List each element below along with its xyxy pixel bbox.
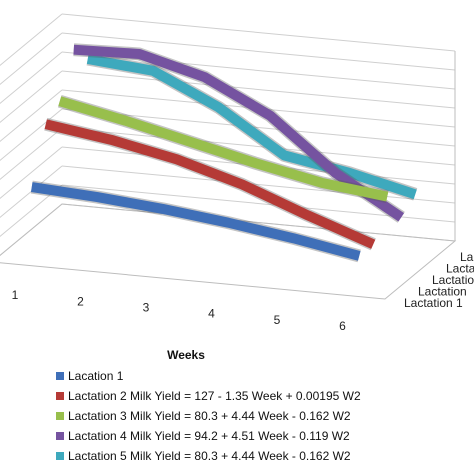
x-tick-label: 2 — [77, 294, 84, 308]
x-axis-title: Weeks — [167, 348, 205, 362]
legend-label: Lactation 4 Milk Yield = 94.2 + 4.51 Wee… — [68, 429, 350, 443]
side-gridline — [0, 32, 63, 86]
side-gridline — [0, 108, 63, 162]
side-gridline — [0, 51, 63, 105]
depth-tick-label: Lactation — [432, 273, 474, 287]
x-tick-label: 1 — [12, 288, 19, 302]
back-gridline — [61, 184, 456, 223]
side-gridline — [0, 70, 63, 124]
back-gridline — [61, 165, 456, 204]
depth-tick-label: Lacta — [446, 261, 474, 275]
depth-tick-labels: Lactation 1LactationLactationLactaLa — [404, 250, 474, 310]
legend-label: Lactation 3 Milk Yield = 80.3 + 4.44 Wee… — [68, 409, 351, 423]
x-tick-labels: 1 2 3 4 5 6 — [12, 288, 347, 333]
series-group — [30, 43, 418, 263]
series-line-1 — [30, 182, 361, 261]
legend-swatch — [56, 412, 64, 420]
series-line-4 — [73, 44, 405, 222]
legend-swatch — [56, 372, 64, 380]
back-gridline — [61, 32, 456, 71]
back-gridline — [61, 127, 456, 166]
legend-swatch — [56, 392, 64, 400]
legend-label: Lactation 2 Milk Yield = 127 - 1.35 Week… — [68, 389, 361, 403]
legend-label: Lactation 5 Milk Yield = 80.3 + 4.44 Wee… — [68, 449, 351, 463]
x-tick-label: 5 — [274, 313, 281, 327]
x-tick-label: 3 — [143, 301, 150, 315]
back-gridline — [61, 70, 456, 109]
legend-swatch — [56, 452, 64, 460]
legend-label: Lacation 1 — [68, 369, 124, 383]
side-gridline — [0, 203, 63, 257]
side-gridline — [0, 127, 63, 181]
x-tick-label: 4 — [208, 307, 215, 321]
back-gridline — [61, 13, 456, 52]
depth-tick-label: Lactation 1 — [404, 296, 463, 310]
series-line-2 — [44, 119, 376, 249]
series-line-3 — [58, 96, 389, 202]
legend-swatch — [56, 432, 64, 440]
side-gridline — [0, 165, 63, 219]
side-gridline — [0, 89, 63, 143]
side-gridline — [0, 13, 63, 67]
depth-tick-label: Lactation — [418, 285, 467, 299]
series-line-5 — [86, 54, 417, 200]
side-gridline — [0, 146, 63, 200]
depth-tick-label: La — [460, 250, 474, 264]
back-gridline — [61, 108, 456, 147]
x-tick-label: 6 — [339, 319, 346, 333]
legend: Lacation 1 Lactation 2 Milk Yield = 127 -… — [56, 369, 361, 463]
